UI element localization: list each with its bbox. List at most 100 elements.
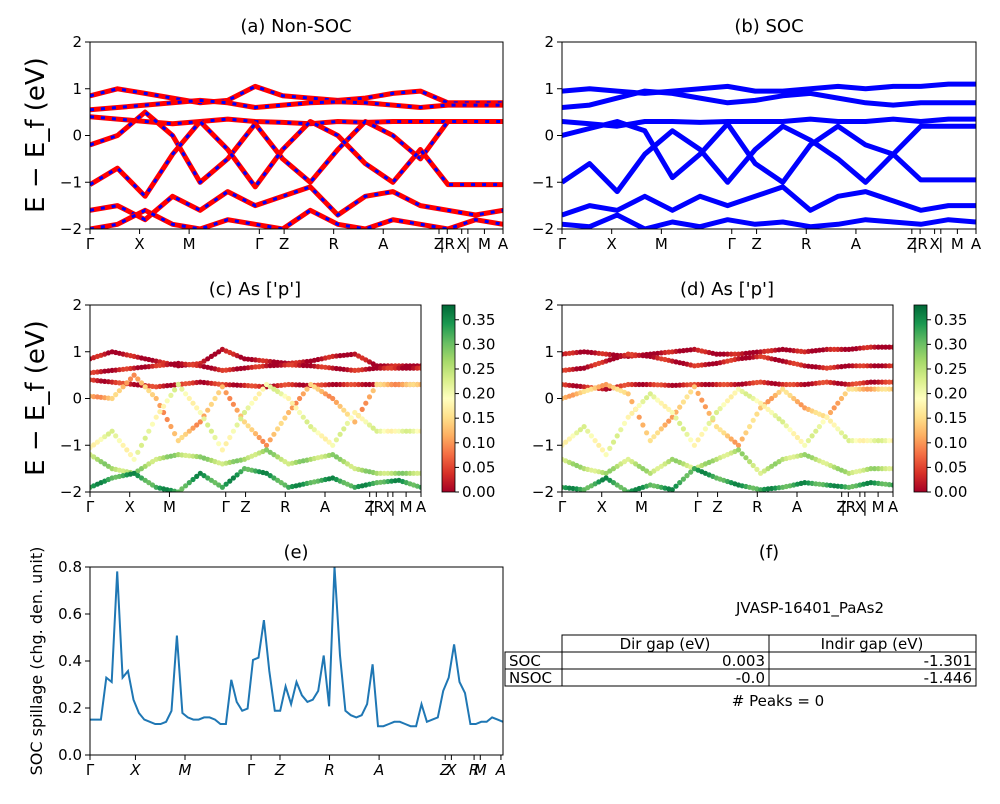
y-tick-label: −1 <box>532 436 554 454</box>
band-point <box>91 442 97 448</box>
x-tick-label: M <box>655 235 668 253</box>
x-tick-label: Γ <box>247 761 256 779</box>
band-point <box>205 475 211 481</box>
panel-e-frame <box>89 566 504 756</box>
band-point <box>355 381 362 388</box>
band-point <box>853 438 859 444</box>
band-point <box>721 381 727 388</box>
band-point <box>275 426 281 432</box>
band-point <box>838 346 845 352</box>
band-point <box>238 469 244 475</box>
band-point <box>403 428 409 434</box>
band-point <box>658 400 664 406</box>
band-point <box>271 431 277 437</box>
band-point <box>168 423 174 430</box>
band-point <box>216 441 222 447</box>
x-tick-label: M <box>163 498 176 516</box>
x-tick-label: | <box>862 498 867 516</box>
band-point <box>381 381 387 388</box>
band-point <box>890 482 893 488</box>
band-point <box>149 482 156 488</box>
band-point <box>363 400 369 406</box>
band-point <box>776 389 782 395</box>
band-point <box>293 400 299 406</box>
band-point <box>732 439 738 445</box>
band-point <box>98 436 104 442</box>
band-point <box>102 434 108 440</box>
band-point <box>377 381 384 388</box>
band-point <box>282 362 288 368</box>
band-point <box>794 434 801 441</box>
band-point <box>344 461 350 467</box>
x-tick-label: M <box>478 235 491 253</box>
band-point <box>644 381 650 388</box>
band-point <box>197 419 203 425</box>
y-tick-label: −1 <box>60 173 82 191</box>
band-point <box>326 439 332 445</box>
x-tick-label: A <box>416 498 427 516</box>
band-point <box>322 382 328 388</box>
band-point <box>680 399 687 405</box>
band-point <box>677 382 683 388</box>
x-tick-label: Γ <box>558 498 567 516</box>
x-tick-label: M <box>400 498 413 516</box>
band-point <box>699 381 705 388</box>
band-point <box>864 386 870 392</box>
band-point <box>308 424 314 430</box>
band-point <box>205 356 211 362</box>
band-point <box>655 382 661 388</box>
x-tick-label: X <box>134 235 144 253</box>
band-point <box>713 409 720 416</box>
band-point <box>890 466 893 472</box>
panel-a-title: (a) Non-SOC <box>240 16 351 37</box>
band-point <box>403 470 409 476</box>
band-point <box>857 363 863 369</box>
band-point <box>138 442 145 448</box>
band-line-3 <box>562 119 976 185</box>
band-point <box>245 383 251 389</box>
band-point <box>208 428 214 434</box>
band-point <box>396 470 402 476</box>
band-point <box>389 428 395 434</box>
band-point <box>241 419 248 425</box>
band-point <box>721 351 727 357</box>
band-point <box>245 423 251 429</box>
band-point <box>651 434 657 440</box>
band-point <box>297 382 303 388</box>
band-point <box>621 487 628 492</box>
band-point <box>824 346 830 352</box>
band-point <box>846 386 852 392</box>
band-point <box>868 438 874 444</box>
colorbar-tick-label: 0.25 <box>462 360 495 378</box>
band-point <box>359 416 365 422</box>
band-point <box>389 381 395 388</box>
band-point <box>414 365 420 371</box>
band-point <box>389 470 395 476</box>
band-point <box>765 406 771 412</box>
band-point <box>385 381 391 388</box>
band-point <box>695 437 701 443</box>
band-point <box>883 363 889 369</box>
band-point <box>392 381 398 388</box>
band-point <box>747 424 753 430</box>
band-point <box>717 427 723 433</box>
band-point <box>300 362 306 369</box>
band-point <box>146 480 152 486</box>
band-point <box>297 409 303 416</box>
x-tick-label: Z <box>907 235 917 253</box>
x-tick-label: Z <box>837 498 847 516</box>
band-point <box>241 409 248 416</box>
band-point <box>256 434 262 441</box>
band-point <box>330 442 336 448</box>
band-point <box>252 383 259 389</box>
band-point <box>890 386 893 392</box>
band-point <box>293 405 299 411</box>
band-point <box>684 394 690 400</box>
band-point <box>886 379 892 385</box>
colorbar-d <box>913 304 928 493</box>
band-point <box>344 381 350 388</box>
y-tick-label: 1 <box>544 80 554 98</box>
band-point <box>201 473 207 479</box>
band-point <box>728 351 734 357</box>
band-point <box>392 470 398 476</box>
